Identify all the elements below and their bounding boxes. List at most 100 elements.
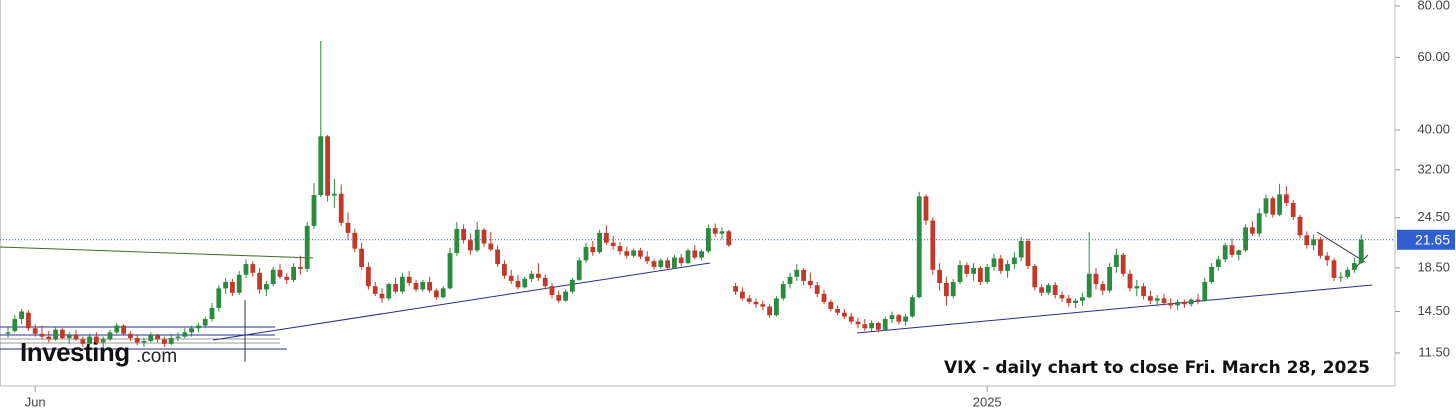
y-tick-label: 14.50 <box>1417 303 1450 318</box>
candle-body <box>502 264 507 276</box>
candle-body <box>903 316 908 322</box>
candle-body <box>481 229 487 244</box>
trend-line <box>212 262 711 341</box>
candle-body <box>46 336 52 340</box>
candle-body <box>345 222 351 233</box>
candle-body <box>604 232 609 243</box>
logo-brand: Investing <box>20 337 130 367</box>
candle-body <box>87 336 92 344</box>
candle-body <box>1222 245 1228 260</box>
candle-body <box>971 267 976 274</box>
candle-body <box>869 322 874 329</box>
candle-body <box>1270 198 1276 215</box>
candle-body <box>1345 269 1350 277</box>
candle-body <box>1290 202 1296 217</box>
candle-body <box>576 260 582 280</box>
candle-body <box>950 281 956 297</box>
candle-body <box>284 276 290 280</box>
candle-body <box>712 228 718 234</box>
candle-body <box>277 269 283 277</box>
candle-body <box>665 260 670 268</box>
candle-body <box>991 258 997 267</box>
candle-body <box>338 193 344 223</box>
candle-body <box>515 280 521 288</box>
candle-body <box>366 266 371 287</box>
candle-body <box>406 276 412 284</box>
candle-body <box>814 285 820 294</box>
candle-body <box>644 256 650 262</box>
candle-body <box>53 329 58 340</box>
candle-body <box>910 297 915 317</box>
candle-body <box>1358 239 1364 264</box>
candle-body <box>984 266 990 282</box>
candle-body <box>821 293 827 302</box>
candle-body <box>1100 284 1106 291</box>
candle-body <box>692 250 698 258</box>
candle-body <box>114 325 120 333</box>
candle-body <box>767 306 772 316</box>
candle-body <box>794 269 800 277</box>
candle-body <box>1182 301 1187 305</box>
candle-body <box>549 286 555 295</box>
candle-body <box>413 283 419 290</box>
candle-body <box>1073 300 1078 304</box>
candle-body <box>998 258 1004 271</box>
candle-body <box>216 288 222 308</box>
candle-body <box>1120 254 1126 274</box>
candle-body <box>1243 227 1248 251</box>
candle-body <box>393 284 398 292</box>
trend-lines <box>0 231 1373 362</box>
candle-body <box>94 336 99 343</box>
candle-body <box>1134 286 1140 289</box>
candle-body <box>801 269 806 281</box>
candle-body <box>556 294 562 301</box>
candle-body <box>780 284 786 299</box>
candle-body <box>964 265 970 274</box>
candle-body <box>617 246 623 252</box>
candle-body <box>1202 281 1208 301</box>
candle-body <box>155 335 160 340</box>
candle-body <box>461 228 466 241</box>
candle-body <box>209 307 215 320</box>
candle-body <box>699 251 704 258</box>
candle-body <box>454 228 460 254</box>
candle-body <box>1195 299 1201 301</box>
candle-body <box>631 250 636 256</box>
candle-body <box>522 278 528 288</box>
annotation: VIX - daily chart to close Fri. March 28… <box>944 358 1370 378</box>
candle-body <box>60 329 65 339</box>
candle-body <box>1018 241 1024 258</box>
candle-body <box>862 324 868 329</box>
candle-body <box>291 266 296 280</box>
candle-body <box>440 288 446 298</box>
candle-body <box>162 339 167 344</box>
candle-body <box>100 339 106 343</box>
candle-body <box>352 232 358 249</box>
y-tick-label: 18.50 <box>1417 259 1450 274</box>
candle-body <box>916 196 922 298</box>
candle-body <box>1338 276 1344 278</box>
candle-body <box>678 257 684 264</box>
candle-body <box>196 325 201 329</box>
y-tick-label: 60.00 <box>1417 49 1450 64</box>
y-tick-label: 80.00 <box>1417 0 1450 12</box>
candle-body <box>1114 254 1119 267</box>
candle-body <box>39 333 45 337</box>
candle-body <box>304 225 310 269</box>
trend-line <box>1316 231 1366 263</box>
candle-body <box>1066 298 1072 304</box>
candle-body <box>930 220 936 270</box>
candle-body <box>1331 260 1337 278</box>
y-tick-label: 32.00 <box>1417 161 1450 176</box>
candle-body <box>1148 296 1153 301</box>
candle-body <box>128 333 133 339</box>
candle-body <box>148 335 154 341</box>
candle-body <box>1093 273 1099 285</box>
candle-body <box>1107 266 1112 291</box>
candle-body <box>141 340 147 343</box>
candle-body <box>835 309 840 313</box>
candle-body <box>447 253 453 289</box>
candle-body <box>1052 285 1058 295</box>
candle-body <box>427 281 432 291</box>
candle-body <box>420 281 426 290</box>
